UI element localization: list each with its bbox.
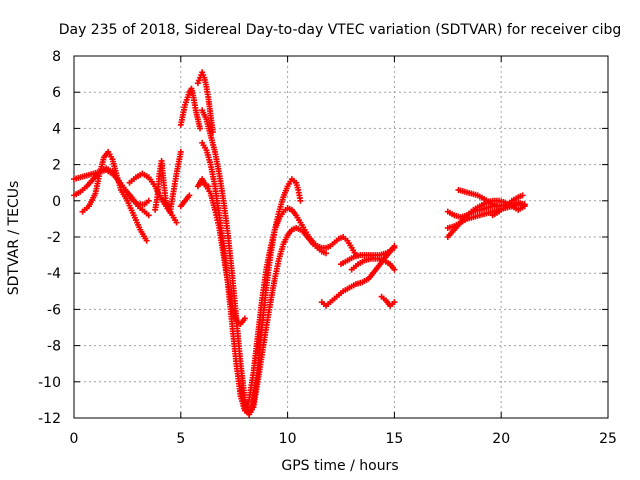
data-point	[145, 197, 152, 204]
series-21	[455, 186, 500, 210]
data-point	[173, 219, 180, 226]
data-point	[521, 203, 528, 210]
y-tick-label: 0	[52, 194, 61, 210]
x-tick-label: 15	[385, 431, 403, 447]
series-2	[71, 165, 152, 219]
series-17	[378, 293, 398, 309]
data-point	[186, 192, 193, 199]
series-3	[79, 148, 150, 244]
series-15	[338, 244, 398, 268]
data-point	[297, 197, 304, 204]
y-tick-label: -10	[38, 375, 61, 391]
data-point	[177, 148, 184, 155]
x-tick-label: 5	[176, 431, 185, 447]
y-tick-label: -8	[47, 339, 61, 355]
data-point	[197, 125, 204, 132]
data-point	[391, 299, 398, 306]
series-7	[194, 69, 216, 136]
series-8	[177, 192, 193, 210]
data-point	[143, 237, 150, 244]
data-point	[145, 212, 152, 219]
axis-ticks: 0 5 10 15 20 25 -12 -10 -8 -6 -4 -2 0 2 4 6 8	[38, 49, 617, 447]
grid-lines	[74, 56, 608, 418]
data-point	[519, 192, 526, 199]
y-axis-label: SDTVAR / TECUs	[6, 181, 22, 296]
x-axis-label: GPS time / hours	[281, 458, 398, 474]
y-tick-label: 6	[52, 85, 61, 101]
series-5	[152, 148, 184, 215]
y-tick-label: -6	[47, 302, 61, 318]
data-series	[71, 69, 528, 418]
x-tick-label: 0	[70, 431, 79, 447]
chart-title: Day 235 of 2018, Sidereal Day-to-day VTE…	[59, 22, 622, 38]
y-tick-label: -12	[38, 411, 61, 427]
data-point	[241, 315, 248, 322]
y-tick-label: 4	[52, 121, 61, 137]
x-tick-label: 20	[492, 431, 510, 447]
series-13	[237, 224, 330, 418]
series-22	[489, 192, 526, 219]
y-tick-label: 2	[52, 158, 61, 174]
series-14	[318, 243, 398, 309]
series-16	[348, 255, 398, 273]
data-point	[323, 250, 330, 257]
data-point	[391, 244, 398, 251]
y-tick-label: -2	[47, 230, 61, 246]
x-tick-label: 10	[279, 431, 297, 447]
x-tick-label: 25	[599, 431, 617, 447]
y-tick-label: -4	[47, 266, 61, 282]
series-6	[177, 85, 204, 132]
series-12	[199, 179, 248, 327]
y-tick-label: 8	[52, 49, 61, 65]
data-point	[493, 203, 500, 210]
data-point	[391, 266, 398, 273]
